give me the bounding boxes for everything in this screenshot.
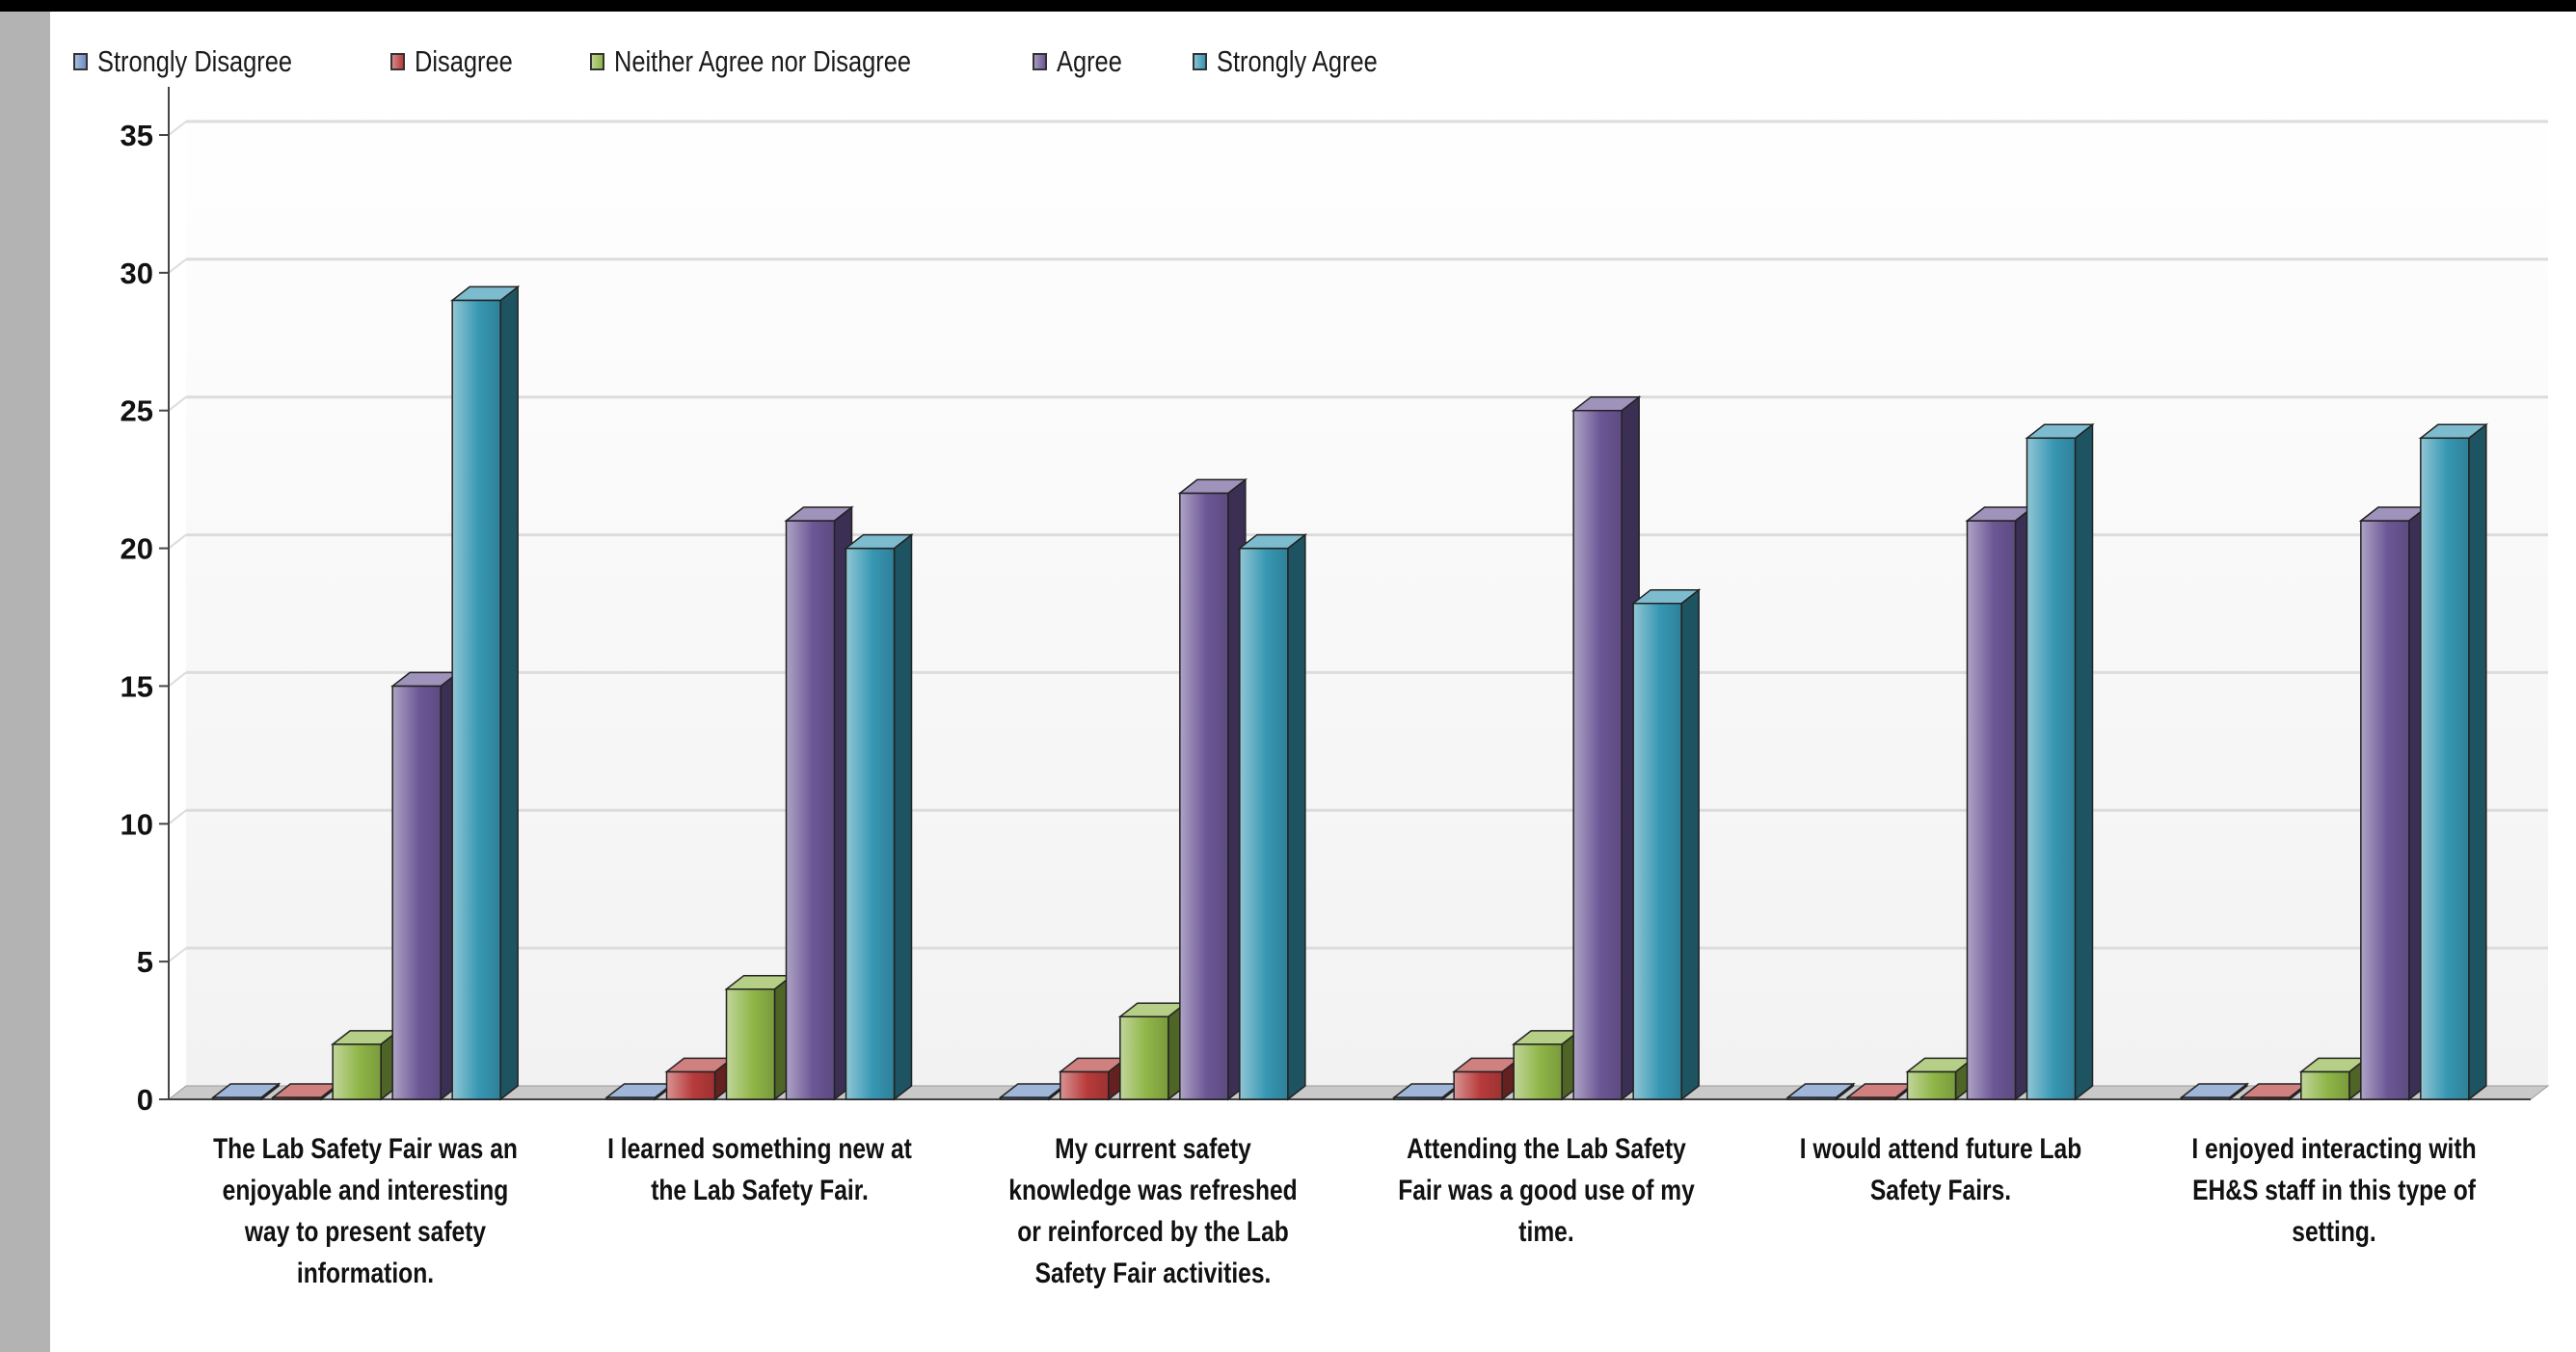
bar xyxy=(330,1029,401,1101)
right-frame-bar xyxy=(2561,12,2576,1352)
top-frame-bar xyxy=(0,0,2576,12)
legend-swatch xyxy=(590,53,605,70)
bar xyxy=(1570,395,1642,1101)
chart-legend: Strongly Disagree Disagree Neither Agree n… xyxy=(73,42,1468,81)
legend-label: Neither Agree nor Disagree xyxy=(614,44,912,78)
legend-swatch xyxy=(390,53,406,70)
x-tick-label: My current safety knowledge was refreshe… xyxy=(1008,1133,1298,1289)
gridline-edge xyxy=(168,947,187,962)
bar xyxy=(1785,1082,1856,1101)
bar xyxy=(1451,1056,1522,1101)
legend-label: Disagree xyxy=(415,44,514,78)
legend-item: Agree xyxy=(1033,44,1137,79)
y-tick-label: 5 xyxy=(137,945,153,979)
x-tick-label: I learned something new at the Lab Safet… xyxy=(606,1133,912,1206)
bar xyxy=(2298,1056,2370,1101)
legend-swatch xyxy=(1033,53,1048,70)
y-tick-label: 35 xyxy=(121,119,153,152)
gridline-edge xyxy=(168,671,187,688)
bar xyxy=(210,1082,282,1101)
bar xyxy=(2358,505,2429,1101)
bar xyxy=(1058,1056,1129,1101)
x-tick-label: I enjoyed interacting with EH&S staff in… xyxy=(2191,1133,2477,1248)
legend-item: Disagree xyxy=(390,44,534,79)
gridline-edge xyxy=(168,533,187,550)
y-tick-label: 20 xyxy=(121,532,153,566)
x-tick-label: I would attend future Lab Safety Fairs. xyxy=(1799,1133,2081,1206)
legend-label: Strongly Agree xyxy=(1216,44,1378,78)
x-tick-label: Attending the Lab Safety Fair was a good… xyxy=(1398,1133,1695,1248)
x-tick-label: The Lab Safety Fair was an enjoyable and… xyxy=(213,1133,519,1289)
plot-area xyxy=(186,87,2548,1086)
y-tick-label: 10 xyxy=(121,807,153,841)
bar xyxy=(2179,1082,2250,1101)
bar xyxy=(1177,477,1248,1101)
bar xyxy=(1237,533,1308,1101)
gridline-edge xyxy=(168,258,187,274)
gridline-edge xyxy=(168,121,187,136)
bar xyxy=(1965,505,2035,1101)
bar xyxy=(1630,588,1702,1101)
bar xyxy=(724,974,794,1101)
gridline-edge xyxy=(168,395,187,412)
legend-label: Strongly Disagree xyxy=(97,44,293,78)
bar xyxy=(389,670,461,1101)
bar xyxy=(1117,1001,1189,1101)
y-tick-label: 0 xyxy=(137,1083,153,1117)
bar xyxy=(844,533,914,1101)
y-tick-label: 25 xyxy=(121,394,153,428)
bar xyxy=(449,284,521,1101)
bar xyxy=(664,1056,735,1101)
legend-swatch xyxy=(1192,53,1207,70)
legend-label: Agree xyxy=(1057,44,1122,78)
bar xyxy=(2418,422,2489,1101)
legend-item: Strongly Agree xyxy=(1192,44,1412,79)
gridline-edge xyxy=(168,809,187,825)
bar xyxy=(2025,422,2095,1101)
y-tick-label: 15 xyxy=(121,669,153,703)
y-tick-label: 30 xyxy=(121,257,153,290)
legend-swatch xyxy=(73,53,88,70)
legend-item: Neither Agree nor Disagree xyxy=(590,44,977,79)
legend-item: Strongly Disagree xyxy=(73,44,335,79)
bar xyxy=(784,505,854,1101)
left-frame-bar xyxy=(0,12,50,1352)
bar xyxy=(1511,1029,1582,1101)
bar xyxy=(1905,1056,1975,1101)
